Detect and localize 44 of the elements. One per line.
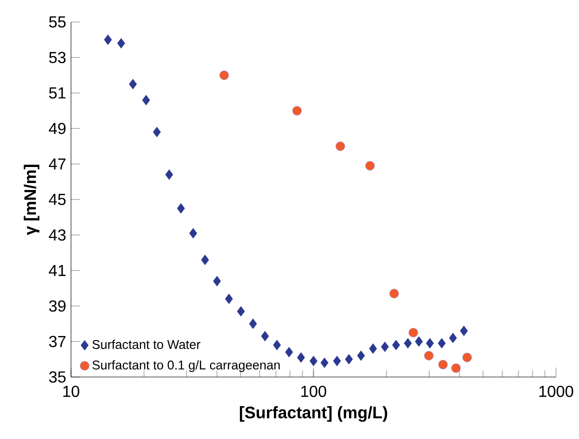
point bbox=[297, 352, 305, 363]
point bbox=[249, 318, 257, 329]
point bbox=[392, 340, 400, 350]
point bbox=[273, 340, 281, 350]
y-tick-label: 55 bbox=[49, 16, 66, 28]
point bbox=[261, 331, 269, 342]
point bbox=[285, 347, 293, 358]
x-tick-label: 1000 bbox=[539, 386, 574, 398]
point bbox=[225, 294, 233, 304]
point bbox=[177, 203, 185, 214]
point bbox=[237, 306, 245, 316]
x-tick-label: 100 bbox=[301, 386, 326, 398]
x-axis-title: [Surfactant] (mg/L) bbox=[240, 406, 388, 422]
y-tick-label: 39 bbox=[49, 300, 66, 312]
point bbox=[345, 354, 353, 364]
y-tick-label: 53 bbox=[49, 52, 66, 64]
y-tick-label: 47 bbox=[48, 158, 66, 170]
point bbox=[333, 356, 341, 366]
y-tick-label: 41 bbox=[48, 264, 66, 276]
y-tick-label: 37 bbox=[49, 336, 66, 348]
point bbox=[117, 38, 126, 48]
point bbox=[129, 79, 137, 90]
point bbox=[369, 344, 377, 354]
point bbox=[189, 228, 198, 238]
legend-label: Surfactant to 0.1 g/L carrageenan bbox=[92, 360, 280, 372]
y-tick-label: 45 bbox=[48, 194, 66, 206]
y-tick-label: 35 bbox=[49, 371, 66, 383]
point bbox=[213, 276, 221, 286]
point bbox=[357, 350, 365, 361]
legend-label: Surfactant to Water bbox=[92, 340, 200, 349]
point bbox=[310, 356, 318, 366]
x-tick-label: 10 bbox=[63, 386, 80, 398]
point bbox=[320, 358, 328, 368]
y-tick-label: 43 bbox=[48, 229, 66, 241]
y-axis-title: γ [mN/m] bbox=[24, 164, 40, 236]
y-tick-label: 49 bbox=[48, 122, 66, 134]
point bbox=[404, 338, 412, 348]
point bbox=[381, 342, 389, 352]
y-tick-label: 51 bbox=[49, 87, 66, 99]
point bbox=[153, 126, 161, 138]
point bbox=[165, 170, 174, 180]
point bbox=[415, 336, 423, 347]
point bbox=[201, 254, 209, 265]
point bbox=[142, 95, 150, 106]
